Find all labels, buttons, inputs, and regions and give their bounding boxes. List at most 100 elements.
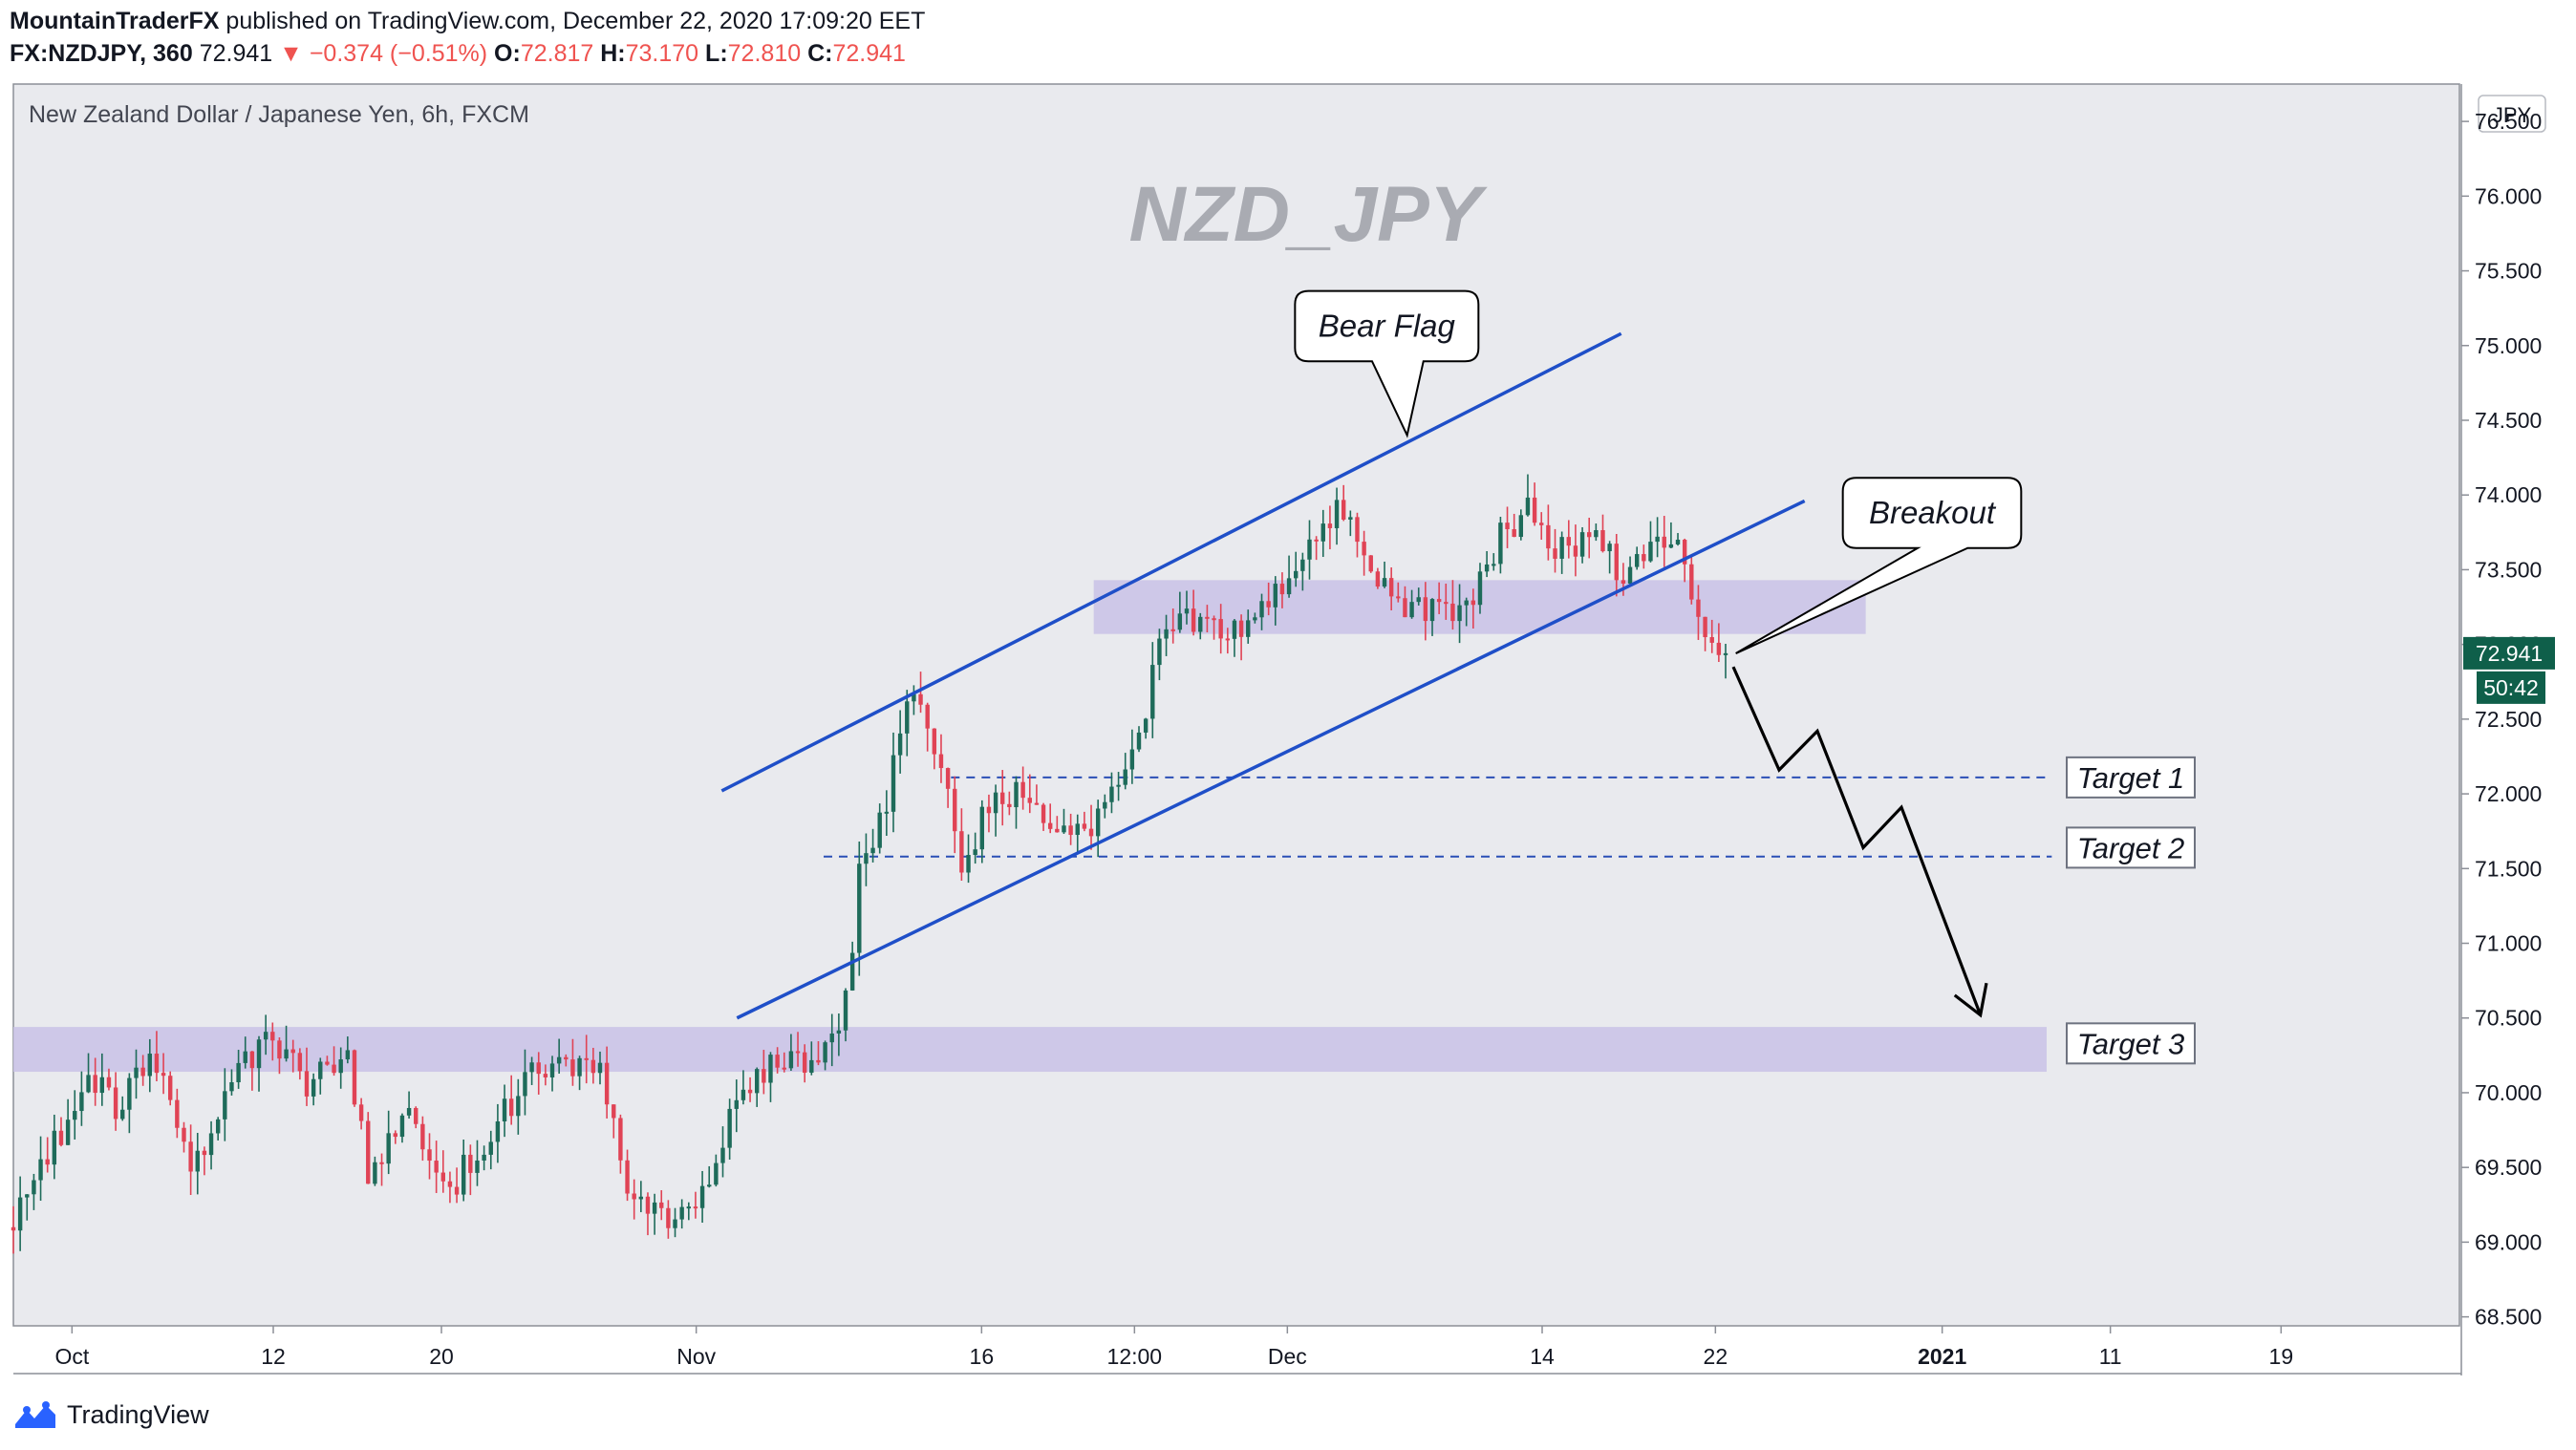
candle-body [1253, 617, 1257, 621]
countdown-label: 50:42 [2483, 675, 2539, 700]
candle-body [570, 1059, 575, 1077]
candle-body [1505, 522, 1510, 530]
candle-body [188, 1141, 193, 1172]
candle-body [127, 1077, 132, 1110]
candle-body [1259, 601, 1264, 618]
candle-body [1177, 613, 1183, 630]
candle-body [1518, 515, 1524, 538]
candle-body [959, 831, 964, 873]
candle-body [325, 1061, 330, 1065]
candle-body [147, 1054, 152, 1077]
price-tick-label: 69.000 [2475, 1229, 2542, 1254]
candle-body [1634, 554, 1640, 567]
chart-pane[interactable] [12, 83, 2460, 1327]
candle-body [345, 1050, 351, 1060]
watermark: NZD_JPY [1128, 171, 1487, 258]
candle-body [1075, 823, 1080, 836]
candle-body [1594, 530, 1599, 538]
candle-body [714, 1162, 719, 1185]
price-tick-label: 70.500 [2475, 1006, 2542, 1031]
time-axis[interactable] [13, 1328, 2459, 1374]
candle-body [1723, 652, 1728, 655]
candles [11, 474, 1728, 1254]
candle-body [1709, 637, 1714, 643]
candle-body [1689, 564, 1694, 600]
candle-body [727, 1108, 732, 1148]
candle-body [897, 733, 903, 756]
price-tick-label: 72.500 [2475, 707, 2542, 732]
candle-body [659, 1202, 664, 1208]
candle-body [45, 1159, 50, 1165]
candle-body [590, 1059, 596, 1074]
last-price-badge-bg [2463, 636, 2555, 670]
candle-body [1082, 823, 1087, 829]
candle-body [1587, 532, 1592, 538]
candle-body [373, 1162, 377, 1184]
candle-body [32, 1180, 36, 1195]
candle-body [352, 1050, 357, 1105]
candle-body [523, 1072, 527, 1097]
candle-body [447, 1181, 453, 1187]
price-tick-label: 76.500 [2475, 109, 2542, 134]
target-label-box [2066, 826, 2196, 869]
candle-body [1341, 500, 1346, 520]
candle-body [1450, 603, 1455, 622]
candle-body [1662, 536, 1666, 548]
publish-info: MountainTraderFX published on TradingVie… [10, 8, 925, 35]
currency-button[interactable]: JPY [2478, 95, 2546, 133]
tradingview-brand[interactable]: TradingView [13, 1400, 209, 1430]
target-label-box [2066, 756, 2196, 799]
candle-body [1327, 523, 1333, 528]
candle-body [707, 1184, 712, 1187]
candle-body [823, 1042, 827, 1063]
candle-body [829, 1034, 834, 1043]
candle-body [338, 1059, 343, 1074]
candle-body [1436, 599, 1442, 603]
price-tick-label: 75.000 [2475, 333, 2542, 358]
candle-body [1027, 798, 1032, 803]
candle-body [673, 1219, 677, 1228]
target-label-text: Target 3 [2077, 1027, 2185, 1060]
change-text: −0.374 (−0.51%) [309, 40, 488, 67]
price-ticks: 68.500 69.000 69.500 70.000 70.500 71.000 71.5… [2461, 109, 2542, 1330]
time-tick-label: 2021 [1918, 1344, 1966, 1369]
symbol-label[interactable]: FX:NZDJPY, 360 [10, 40, 193, 67]
candle-body [1642, 554, 1646, 562]
candle-body [1334, 500, 1340, 528]
candle-body [270, 1032, 275, 1041]
candle-body [1607, 544, 1612, 552]
candle-body [1205, 616, 1210, 619]
candle-body [1416, 597, 1421, 603]
support-resistance-zones [13, 580, 2047, 1073]
candle-body [1109, 786, 1114, 802]
candle-body [973, 849, 977, 856]
candle-body [925, 704, 930, 729]
candle-body [638, 1196, 644, 1200]
candle-body [857, 864, 862, 953]
candle-body [870, 847, 875, 854]
time-tick-label: 12:00 [1107, 1344, 1163, 1369]
candle-body [1000, 792, 1005, 804]
time-ticks: Oct 12 20 Nov 16 12:00 Dec 14 22 2021 11 19 [54, 1326, 2293, 1369]
candle-body [1238, 620, 1244, 637]
author-name[interactable]: MountainTraderFX [10, 8, 220, 34]
price-axis[interactable] [2461, 84, 2565, 1326]
candle-body [1525, 497, 1531, 516]
candle-body [1218, 619, 1223, 639]
candle-body [495, 1120, 501, 1142]
high-value: 73.170 [625, 40, 699, 67]
candle-body [454, 1186, 460, 1195]
candle-body [1559, 537, 1564, 559]
candle-body [843, 990, 848, 1031]
candle-body [120, 1109, 125, 1119]
candle-body [1279, 584, 1285, 595]
candle-body [1034, 802, 1040, 805]
candle-body [645, 1196, 651, 1214]
candle-body [1020, 781, 1025, 799]
candle-body [720, 1147, 725, 1163]
time-tick-label: 14 [1530, 1344, 1555, 1369]
candle-body [236, 1062, 241, 1083]
candle-body [1116, 784, 1121, 787]
candle-body [625, 1160, 630, 1194]
